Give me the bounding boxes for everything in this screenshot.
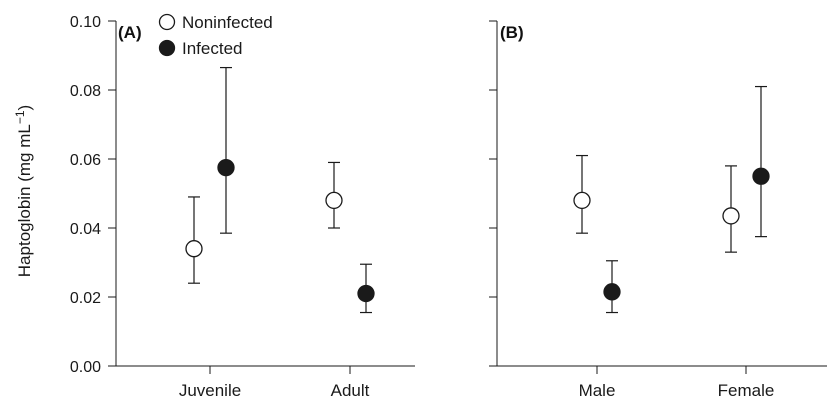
y-tick-label: 0.00: [70, 359, 101, 376]
x-tick-label: Juvenile: [179, 381, 241, 400]
marker-infected: [752, 167, 770, 185]
legend-label: Noninfected: [182, 13, 273, 32]
y-axis-label-main: Haptoglobin (mg mL: [15, 124, 34, 277]
panel-b: (B) Male Female: [496, 21, 827, 400]
legend-label: Infected: [182, 39, 243, 58]
y-axis-label: Haptoglobin (mg mL−1): [13, 105, 34, 277]
marker-noninfected: [573, 191, 591, 210]
y-tick-label: 0.10: [70, 14, 101, 31]
marker-infected: [603, 283, 621, 301]
y-tick-label: 0.06: [70, 152, 101, 169]
panel-label-a: (A): [118, 23, 142, 42]
y-axis-ticks: 0.00 0.02 0.04 0.06 0.08 0.10: [70, 14, 497, 376]
legend-marker-noninfected: [158, 13, 176, 31]
legend-marker-infected: [158, 39, 176, 57]
y-axis-label-close: ): [15, 105, 34, 111]
marker-noninfected: [185, 240, 203, 258]
y-tick-label: 0.02: [70, 290, 101, 307]
y-axis-label-superscript: −1: [13, 110, 27, 124]
x-tick-label: Adult: [331, 381, 370, 400]
y-tick-label: 0.08: [70, 83, 101, 100]
panel-a: (A) Juvenile Adult: [115, 21, 415, 400]
x-tick-label: Male: [579, 381, 616, 400]
legend: Noninfected Infected: [158, 13, 273, 58]
y-tick-label: 0.04: [70, 221, 101, 238]
panel-label-b: (B): [500, 23, 524, 42]
marker-noninfected: [325, 191, 343, 210]
marker-infected: [357, 284, 375, 303]
marker-infected: [217, 158, 235, 177]
marker-noninfected: [722, 207, 740, 225]
x-tick-label: Female: [718, 381, 775, 400]
